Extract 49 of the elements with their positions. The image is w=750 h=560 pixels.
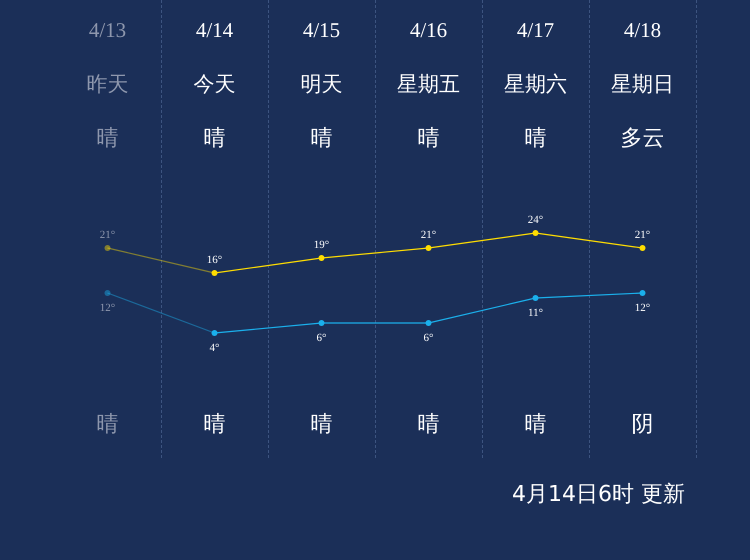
text: 晴 xyxy=(310,412,332,437)
text: 星期五 xyxy=(397,72,460,96)
data-label: 6° xyxy=(316,332,326,344)
data-label: 12° xyxy=(100,302,116,314)
point xyxy=(318,320,324,326)
x-tick-label: 4/14 xyxy=(194,17,234,44)
text: 晴 xyxy=(524,412,546,437)
point xyxy=(532,230,538,236)
x-tick-label: 4/15 xyxy=(302,17,342,44)
text: 晴 xyxy=(204,412,226,437)
point xyxy=(532,295,538,301)
data-label: 19° xyxy=(314,239,330,251)
x-tick-label: 4/18 xyxy=(622,17,662,44)
text: 今天 xyxy=(194,72,236,96)
text: 晴 xyxy=(524,126,546,151)
point xyxy=(212,330,218,336)
point xyxy=(104,290,110,296)
data-label: 24° xyxy=(528,214,544,226)
data-label: 6° xyxy=(424,332,434,344)
x-tick-label: 4/17 xyxy=(516,17,556,44)
data-label: 4° xyxy=(210,342,220,354)
text: 晴 xyxy=(96,412,118,437)
text: 4月14日6时 更新 xyxy=(512,482,685,507)
point xyxy=(318,255,324,261)
text: 晴 xyxy=(204,126,226,151)
point xyxy=(426,320,432,326)
x-tick-label: 4/16 xyxy=(408,17,448,44)
point xyxy=(640,290,646,296)
data-label: 21° xyxy=(634,229,650,241)
text: 晴 xyxy=(418,412,440,437)
text: 晴 xyxy=(310,126,332,151)
data-label: 21° xyxy=(420,229,436,241)
text: 星期六 xyxy=(504,72,567,96)
point xyxy=(426,245,432,251)
text: 星期日 xyxy=(611,72,674,96)
text: 晴 xyxy=(418,126,440,151)
point xyxy=(104,245,110,251)
text: 昨天 xyxy=(86,72,128,96)
text: 阴 xyxy=(632,412,654,437)
text: 明天 xyxy=(300,72,342,96)
data-label: 16° xyxy=(206,254,222,266)
text: 晴 xyxy=(96,126,118,151)
point xyxy=(212,270,218,276)
data-label: 12° xyxy=(634,302,650,314)
text: 多云 xyxy=(620,126,664,151)
data-label: 11° xyxy=(528,307,543,319)
x-tick-label: 4/13 xyxy=(88,17,128,44)
point xyxy=(640,245,646,251)
data-label: 21° xyxy=(100,229,116,241)
